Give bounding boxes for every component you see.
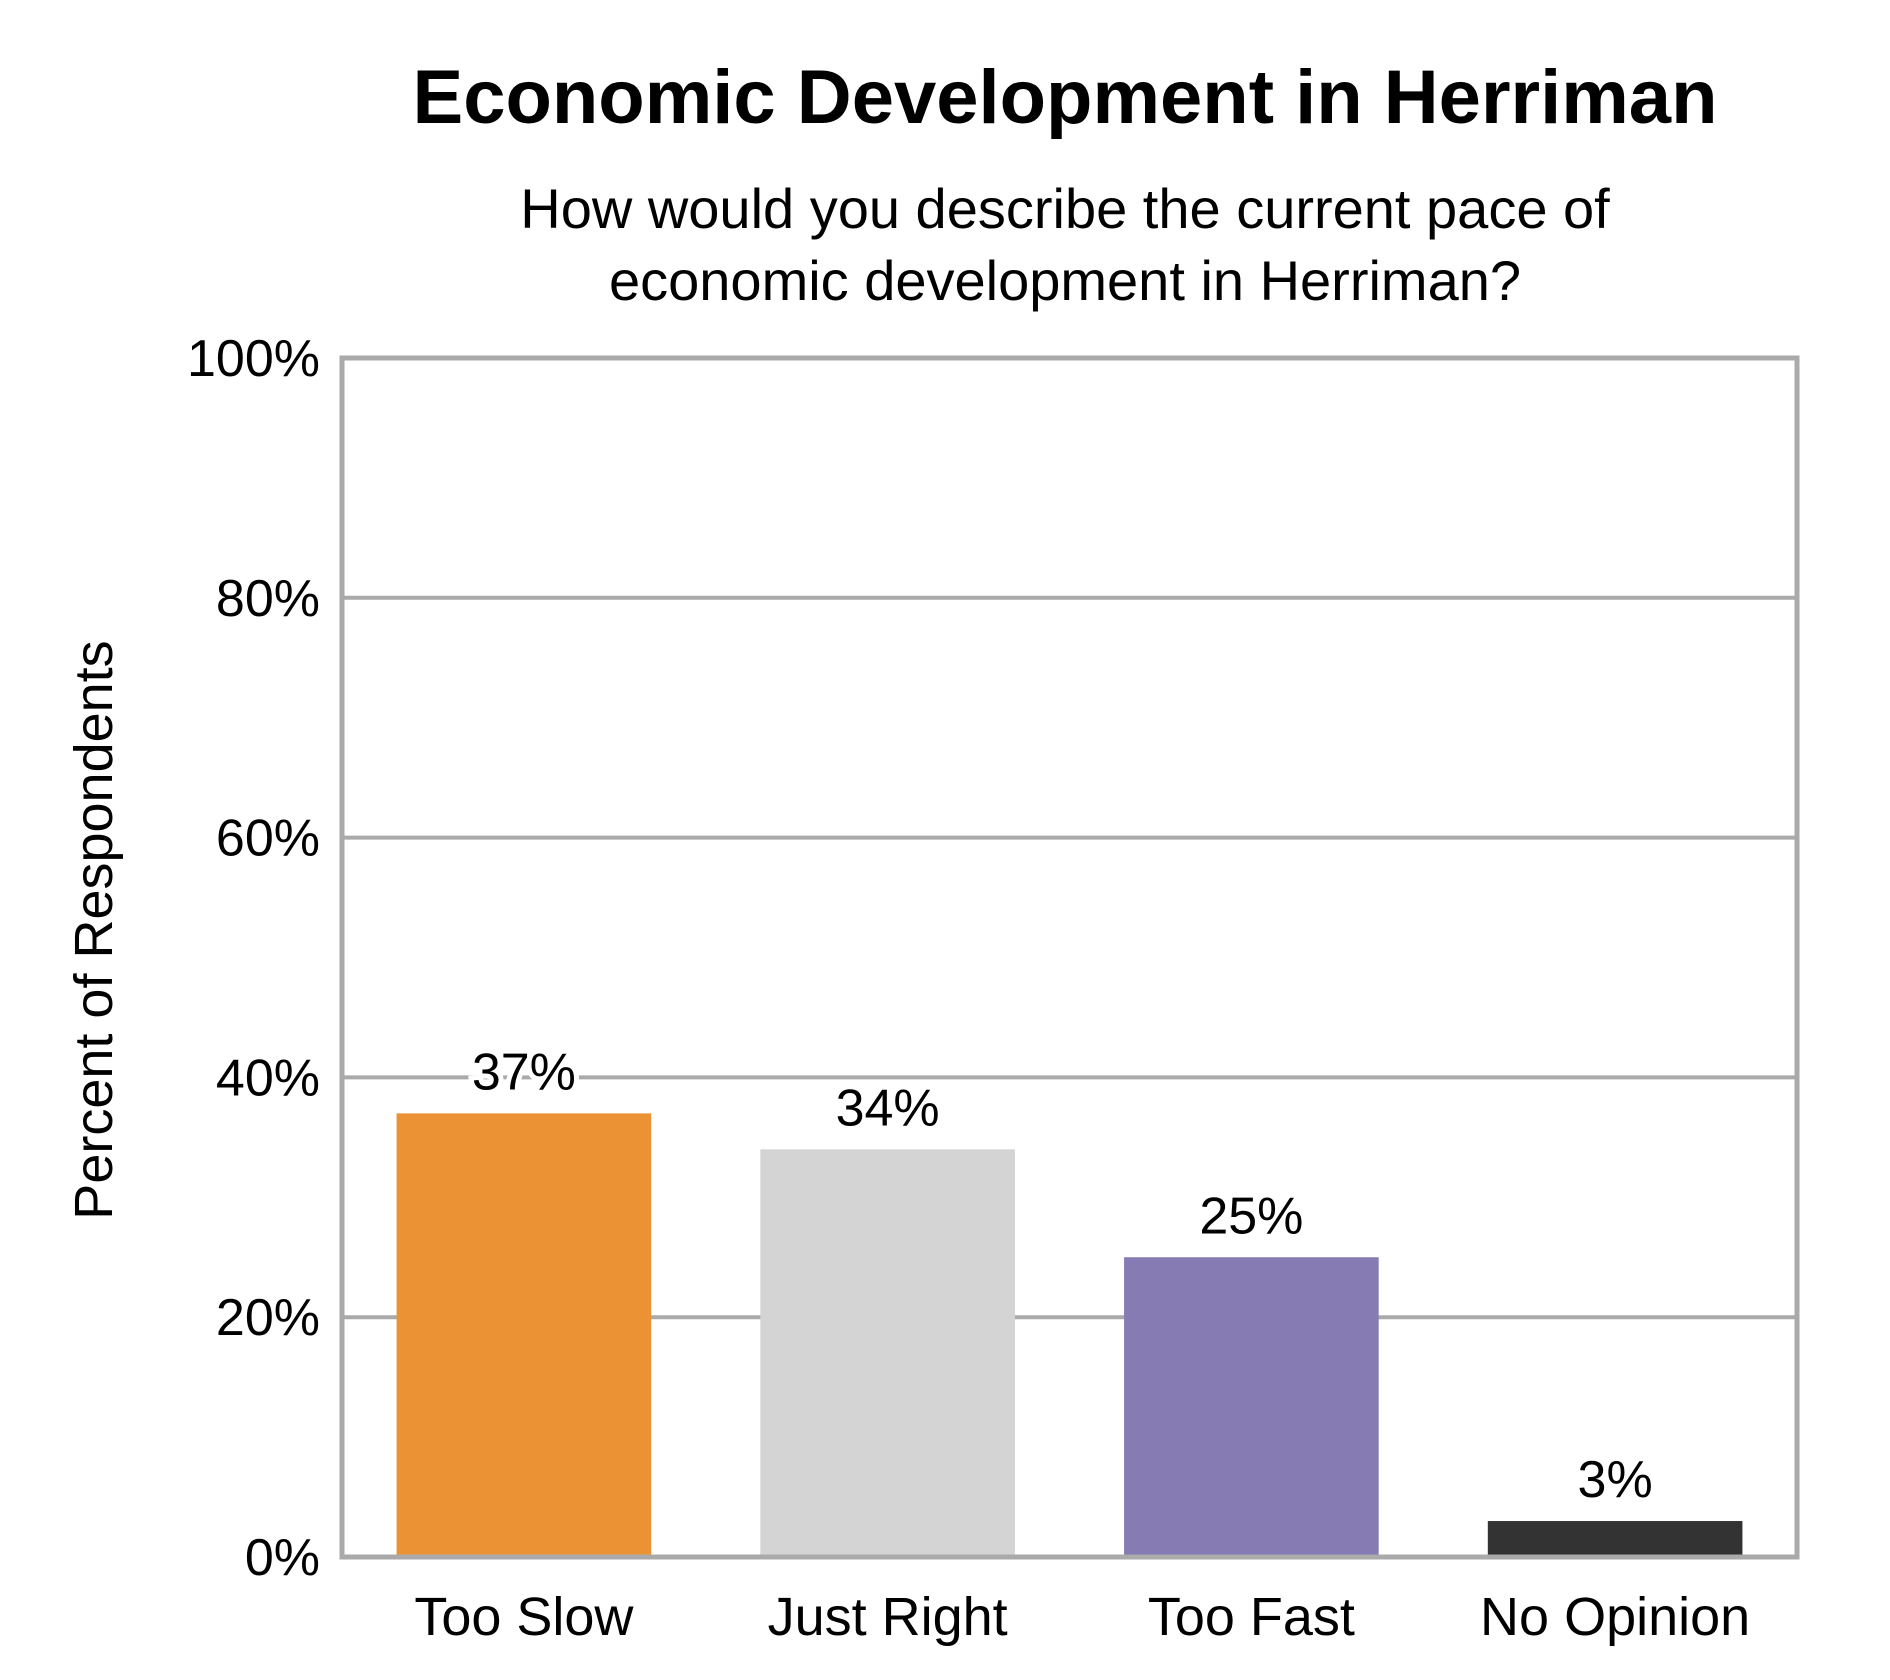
data-label: 34%: [836, 1079, 940, 1137]
chart-subtitle-line-1: How would you describe the current pace …: [520, 177, 1610, 240]
y-axis-ticks: 0% 20% 40% 60% 80% 100%: [187, 330, 320, 1587]
data-label: 3%: [1578, 1451, 1653, 1509]
bar-no-opinion: [1487, 1521, 1743, 1557]
bar-just-right: [760, 1149, 1015, 1557]
y-tick-label: 20%: [216, 1289, 320, 1347]
plot-area-frame: [339, 355, 1800, 1560]
data-labels: 37% 34% 25% 3%: [467, 1038, 1658, 1514]
bars: [396, 1113, 1743, 1557]
bar-too-fast: [1124, 1257, 1379, 1557]
gridlines: [342, 595, 1797, 1320]
chart-subtitle-line-2: economic development in Herriman?: [609, 249, 1521, 312]
x-category-label: Just Right: [768, 1587, 1008, 1647]
chart-title: Economic Development in Herriman: [413, 55, 1718, 140]
x-category-label: Too Slow: [414, 1587, 634, 1647]
data-label: 25%: [1199, 1187, 1303, 1245]
data-label: 37%: [472, 1043, 576, 1101]
y-tick-label: 40%: [216, 1049, 320, 1107]
y-tick-label: 80%: [216, 570, 320, 628]
y-tick-label: 100%: [187, 330, 320, 388]
x-category-label: No Opinion: [1480, 1587, 1750, 1647]
x-category-label: Too Fast: [1148, 1587, 1355, 1647]
y-axis-label: Percent of Respondents: [64, 640, 124, 1219]
x-axis-categories: Too Slow Just Right Too Fast No Opinion: [414, 1587, 1750, 1647]
bar-too-slow: [396, 1113, 652, 1557]
y-tick-label: 0%: [245, 1529, 320, 1587]
y-tick-label: 60%: [216, 810, 320, 868]
